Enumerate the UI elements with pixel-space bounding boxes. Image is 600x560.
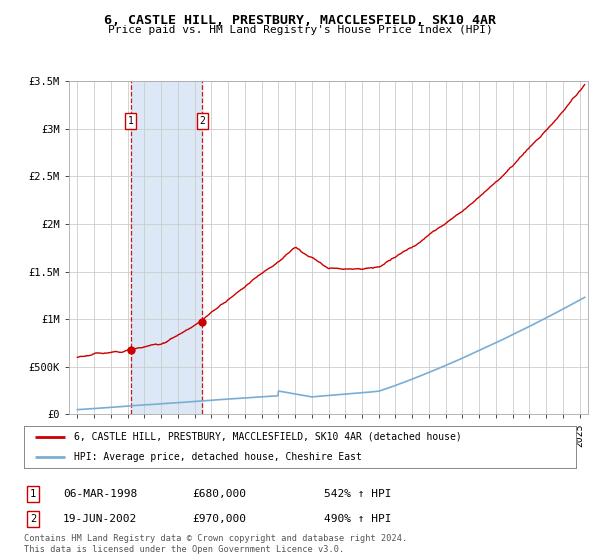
Text: 06-MAR-1998: 06-MAR-1998 [63, 489, 137, 499]
Text: Price paid vs. HM Land Registry's House Price Index (HPI): Price paid vs. HM Land Registry's House … [107, 25, 493, 35]
Text: 542% ↑ HPI: 542% ↑ HPI [324, 489, 392, 499]
Text: £970,000: £970,000 [192, 514, 246, 524]
Text: HPI: Average price, detached house, Cheshire East: HPI: Average price, detached house, Ches… [74, 452, 362, 462]
Text: 1: 1 [30, 489, 36, 499]
Text: 490% ↑ HPI: 490% ↑ HPI [324, 514, 392, 524]
Text: Contains HM Land Registry data © Crown copyright and database right 2024.: Contains HM Land Registry data © Crown c… [24, 534, 407, 543]
Text: £680,000: £680,000 [192, 489, 246, 499]
Bar [131, 81, 202, 414]
Text: 6, CASTLE HILL, PRESTBURY, MACCLESFIELD, SK10 4AR: 6, CASTLE HILL, PRESTBURY, MACCLESFIELD,… [104, 14, 496, 27]
Text: 19-JUN-2002: 19-JUN-2002 [63, 514, 137, 524]
Text: 2: 2 [30, 514, 36, 524]
Text: 1: 1 [128, 116, 134, 126]
Text: 2: 2 [199, 116, 205, 126]
Text: 6, CASTLE HILL, PRESTBURY, MACCLESFIELD, SK10 4AR (detached house): 6, CASTLE HILL, PRESTBURY, MACCLESFIELD,… [74, 432, 461, 442]
Text: This data is licensed under the Open Government Licence v3.0.: This data is licensed under the Open Gov… [24, 545, 344, 554]
